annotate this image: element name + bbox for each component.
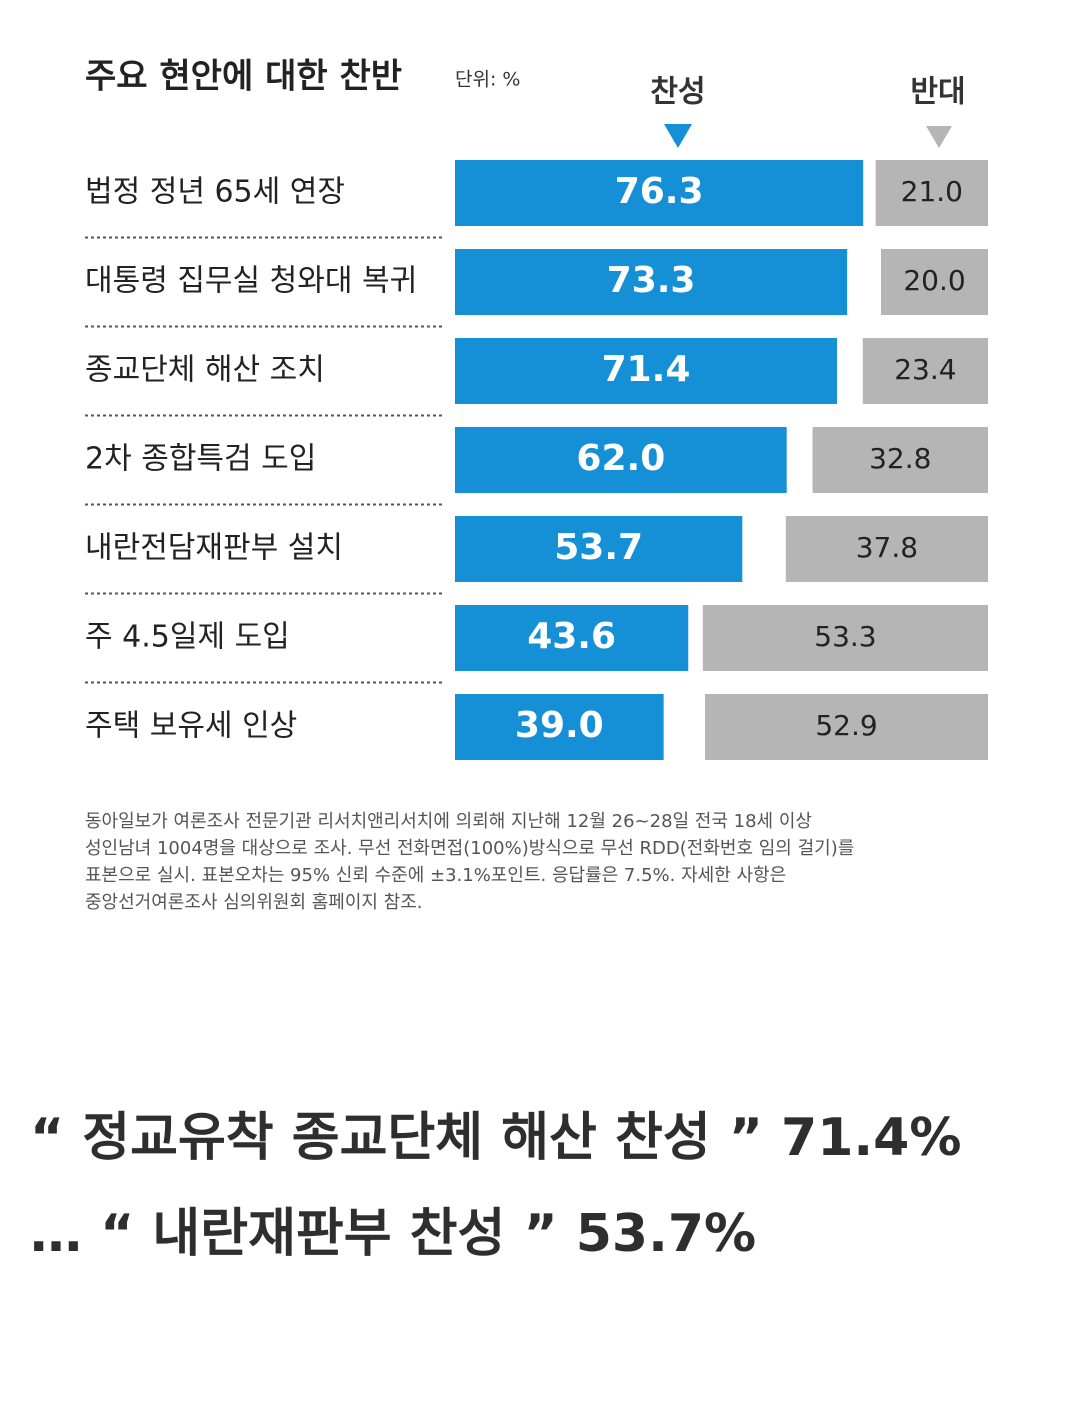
bar-agree (455, 516, 743, 582)
legend-label: 반대 (910, 75, 965, 110)
value-label: 76.3 (615, 171, 704, 212)
value-label: 20.0 (903, 264, 965, 297)
value-label: 37.8 (856, 531, 918, 564)
value-label: 53.3 (814, 620, 876, 653)
footnote: 중앙선거여론조사 심의위원회 홈페이지 참조. (85, 892, 423, 913)
value-label: 23.4 (894, 353, 956, 386)
bar-disagree (862, 338, 988, 404)
category-label: 내란전담재판부 설치 (85, 531, 343, 566)
unit-label: 단위: % (455, 69, 520, 91)
bar-disagree (875, 160, 988, 226)
value-label: 52.9 (815, 709, 877, 742)
category-label: 2차 종합특검 도입 (85, 442, 316, 477)
footnote: 성인남녀 1004명을 대상으로 조사. 무선 전화면접(100%)방식으로 무… (85, 838, 854, 859)
category-label: 대통령 집무실 청와대 복귀 (85, 264, 417, 299)
legend-marker (926, 126, 952, 148)
value-label: 62.0 (576, 438, 665, 479)
footnote: 표본으로 실시. 표본오차는 95% 신뢰 수준에 ±3.1%포인트. 응답률은… (85, 865, 786, 886)
bar-disagree (785, 516, 988, 582)
bar-agree (455, 249, 848, 315)
bar-agree (455, 338, 837, 404)
category-label: 법정 정년 65세 연장 (85, 175, 345, 210)
value-label: 43.6 (527, 616, 616, 657)
legend-label: 찬성 (650, 75, 705, 110)
category-label: 주택 보유세 인상 (85, 709, 297, 744)
value-label: 73.3 (607, 260, 696, 301)
footnote: 동아일보가 여론조사 전문기관 리서치앤리서치에 의뢰해 지난해 12월 26~… (85, 811, 812, 832)
value-label: 21.0 (901, 175, 963, 208)
bar-disagree (881, 249, 988, 315)
legend-marker (664, 124, 692, 148)
bar-disagree (704, 694, 988, 760)
value-label: 71.4 (602, 349, 691, 390)
category-label: 주 4.5일제 도입 (85, 620, 290, 655)
bar-agree (455, 160, 864, 226)
bar-agree (455, 694, 664, 760)
bar-agree (455, 427, 787, 493)
chart-title: 주요 현안에 대한 찬반 (85, 57, 402, 97)
category-label: 종교단체 해산 조치 (85, 353, 325, 388)
bar-disagree (702, 605, 988, 671)
bar-agree (455, 605, 689, 671)
value-label: 53.7 (554, 527, 643, 568)
value-label: 39.0 (515, 705, 604, 746)
headline: “ 정교유착 종교단체 해산 찬성 ” 71.4% … “ 내란재판부 찬성 ”… (30, 1108, 962, 1264)
value-label: 32.8 (869, 442, 931, 475)
bar-disagree (812, 427, 988, 493)
